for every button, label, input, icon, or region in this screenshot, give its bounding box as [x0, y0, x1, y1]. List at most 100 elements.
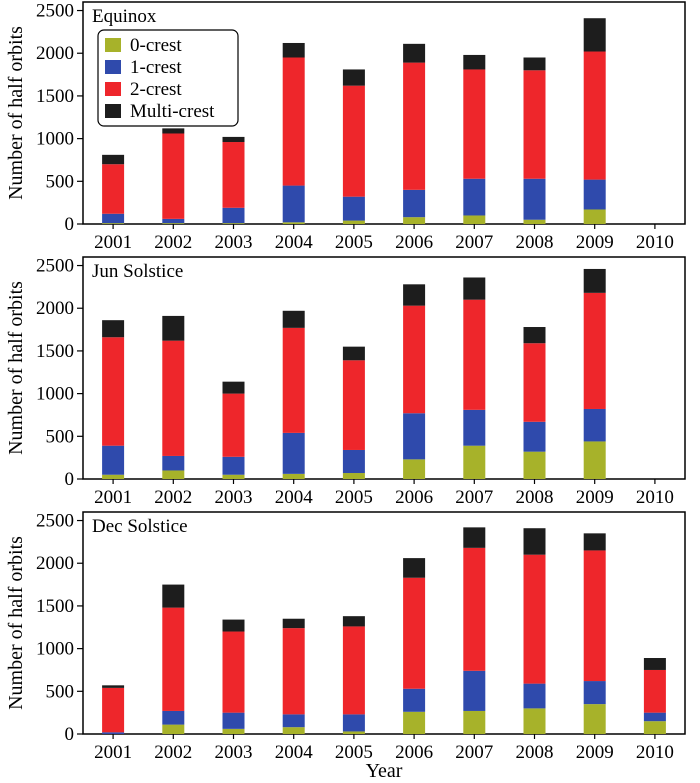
bar-2-crest-2003 — [222, 393, 245, 457]
bar-0-crest-2005 — [342, 220, 365, 224]
bar-2-crest-2005 — [342, 85, 365, 197]
x-tick-label: 2002 — [154, 232, 192, 253]
bar-2-crest-2003 — [222, 142, 245, 208]
bar-2-crest-2004 — [282, 628, 305, 715]
bar-0-crest-2008 — [523, 451, 546, 479]
y-tick-label: 1500 — [36, 86, 74, 107]
x-tick-label: 2006 — [395, 742, 433, 763]
bar-2-crest-2004 — [282, 327, 305, 433]
x-tick-label: 2008 — [516, 487, 554, 508]
bar-multi-crest-2006 — [403, 558, 426, 578]
legend: 0-crest 1-crest 2-crest Multi-crest — [97, 29, 239, 127]
x-tick-label: 2009 — [576, 742, 614, 763]
bar-2-crest-2009 — [583, 292, 606, 409]
plot-frame — [82, 1, 686, 225]
bar-0-crest-2002 — [162, 223, 185, 224]
bar-2-crest-2002 — [162, 133, 185, 219]
bar-0-crest-2003 — [222, 728, 245, 734]
bar-2-crest-2009 — [583, 550, 606, 682]
bar-multi-crest-2009 — [583, 18, 606, 52]
legend-box — [97, 29, 239, 127]
legend-swatch-multi-crest — [105, 104, 121, 118]
y-ticks: 0 500 1000 1500 2000 2500 — [36, 511, 83, 745]
bar-0-crest-2004 — [282, 473, 305, 479]
bar-0-crest-2006 — [403, 711, 426, 734]
bar-1-crest-2005 — [342, 196, 365, 221]
y-tick-label: 500 — [46, 681, 75, 702]
y-tick-label: 2500 — [36, 511, 74, 532]
bar-2-crest-2001 — [102, 687, 125, 733]
bar-0-crest-2006 — [403, 217, 426, 224]
panel-title: Dec Solstice — [92, 516, 188, 537]
x-tick-label: 2005 — [335, 742, 373, 763]
bar-1-crest-2007 — [463, 178, 486, 216]
bar-multi-crest-2002 — [162, 315, 185, 341]
bar-multi-crest-2005 — [342, 346, 365, 361]
bar-multi-crest-2004 — [282, 310, 305, 328]
bar-1-crest-2003 — [222, 712, 245, 729]
bar-multi-crest-2007 — [463, 277, 486, 300]
x-tick-label: 2005 — [335, 487, 373, 508]
x-tick-label: 2006 — [395, 232, 433, 253]
bar-1-crest-2006 — [403, 189, 426, 218]
bar-1-crest-2002 — [162, 710, 185, 725]
bar-2-crest-2003 — [222, 631, 245, 713]
legend-label-multi-crest: Multi-crest — [130, 101, 215, 122]
bars-layer — [102, 527, 666, 734]
bar-1-crest-2002 — [162, 218, 185, 224]
x-ticks: 2001 2002 2003 2004 2005 2006 2007 2008 2009 2010 — [94, 479, 674, 508]
x-tick-label: 2004 — [275, 742, 314, 763]
legend-entry-2-crest: 2-crest — [105, 79, 182, 100]
bar-1-crest-2004 — [282, 185, 305, 223]
bar-1-crest-2001 — [102, 213, 125, 224]
bar-1-crest-2007 — [463, 409, 486, 446]
x-tick-label: 2001 — [94, 742, 132, 763]
bar-multi-crest-2006 — [403, 284, 426, 306]
y-tick-label: 500 — [46, 426, 75, 447]
bar-multi-crest-2005 — [342, 616, 365, 627]
bar-0-crest-2001 — [102, 223, 125, 224]
x-tick-label: 2003 — [215, 742, 253, 763]
y-axis-label: Number of half orbits — [5, 281, 27, 455]
x-tick-label: 2009 — [576, 232, 614, 253]
bar-1-crest-2003 — [222, 456, 245, 475]
bar-0-crest-2003 — [222, 474, 245, 479]
bar-multi-crest-2001 — [102, 685, 125, 688]
bar-2-crest-2001 — [102, 337, 125, 446]
bar-multi-crest-2002 — [162, 128, 185, 134]
bar-0-crest-2005 — [342, 473, 365, 479]
bar-0-crest-2010 — [643, 721, 666, 734]
bar-2-crest-2002 — [162, 340, 185, 456]
y-tick-label: 2000 — [36, 553, 74, 574]
bar-2-crest-2007 — [463, 299, 486, 410]
y-tick-label: 1000 — [36, 384, 74, 405]
x-tick-label: 2002 — [154, 487, 192, 508]
bar-1-crest-2005 — [342, 714, 365, 732]
y-tick-label: 2500 — [36, 256, 74, 277]
bar-1-crest-2004 — [282, 432, 305, 474]
bar-0-crest-2009 — [583, 209, 606, 224]
x-tick-label: 2007 — [455, 487, 493, 508]
bar-multi-crest-2001 — [102, 154, 125, 165]
x-tick-label: 2002 — [154, 742, 192, 763]
x-tick-label: 2004 — [275, 487, 314, 508]
x-ticks: 2001 2002 2003 2004 2005 2006 2007 2008 2009 2010 — [94, 224, 674, 253]
y-tick-label: 2000 — [36, 298, 74, 319]
bar-multi-crest-2008 — [523, 57, 546, 71]
bar-1-crest-2009 — [583, 681, 606, 705]
bar-1-crest-2008 — [523, 178, 546, 220]
bar-1-crest-2008 — [523, 683, 546, 709]
bar-1-crest-2006 — [403, 688, 426, 712]
y-tick-label: 0 — [65, 724, 75, 745]
bar-0-crest-2003 — [222, 223, 245, 224]
y-ticks: 0 500 1000 1500 2000 2500 — [36, 256, 83, 490]
x-tick-label: 2005 — [335, 232, 373, 253]
bar-0-crest-2007 — [463, 445, 486, 479]
bar-1-crest-2001 — [102, 732, 125, 734]
legend-label-2-crest: 2-crest — [130, 79, 182, 100]
legend-label-0-crest: 0-crest — [130, 35, 182, 56]
bar-1-crest-2001 — [102, 445, 125, 475]
bar-1-crest-2003 — [222, 207, 245, 224]
legend-entry-0-crest: 0-crest — [105, 35, 182, 56]
